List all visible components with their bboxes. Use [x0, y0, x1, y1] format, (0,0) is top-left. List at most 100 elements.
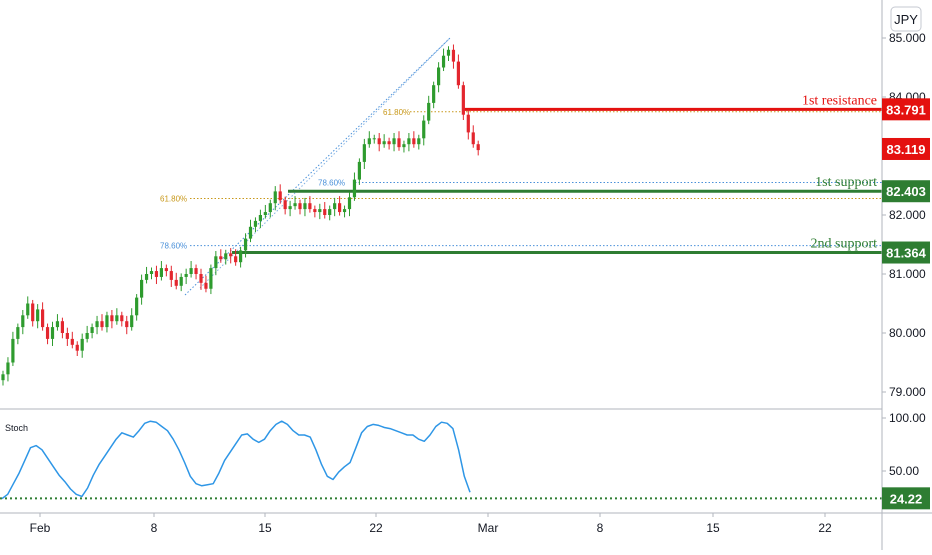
candle-body: [333, 203, 337, 210]
candle-body: [95, 321, 99, 328]
level-value-text: 83.791: [886, 102, 926, 117]
level-value-badge: [882, 241, 930, 264]
candle-body: [432, 85, 436, 103]
x-tick-label: 8: [597, 521, 604, 535]
candle-body: [441, 55, 446, 68]
candle-body: [199, 274, 203, 283]
x-tick-label: Feb: [30, 521, 51, 535]
candle-body: [273, 191, 277, 204]
candle-body: [258, 215, 262, 221]
candlestick-series: [1, 44, 480, 386]
currency-label: JPY: [894, 12, 918, 27]
candle-body: [407, 138, 411, 145]
y-tick-label: 80.000: [889, 326, 926, 340]
candle-body: [115, 315, 119, 322]
level-label: 1st support: [815, 175, 877, 190]
candle-body: [41, 309, 45, 328]
candle-body: [451, 49, 456, 62]
fib-label: 78.60%: [160, 242, 187, 251]
candle-body: [80, 338, 84, 351]
candle-body: [471, 132, 475, 145]
stoch-value-text: 24.22: [890, 491, 923, 506]
y-tick-label: 82.000: [889, 208, 926, 222]
candle-body: [377, 138, 381, 145]
candle-body: [308, 203, 312, 210]
stoch-line: [1, 420, 471, 500]
price-badges: 83.791 82.403 81.364 83.119 24.22: [882, 98, 930, 510]
candle-body: [367, 138, 371, 145]
candle-body: [6, 362, 10, 375]
candle-body: [159, 268, 163, 277]
candle-body: [60, 321, 64, 333]
candle-body: [293, 203, 297, 207]
stoch-tick-label: 50.00: [889, 464, 919, 478]
candle-body: [36, 309, 40, 322]
candle-body: [1, 374, 5, 381]
candle-body: [174, 279, 178, 286]
candle-body: [85, 333, 89, 339]
candle-body: [184, 274, 188, 277]
candle-body: [417, 138, 421, 145]
candle-body: [65, 333, 69, 339]
candle-body: [31, 303, 35, 322]
last-price-badge: [882, 137, 930, 160]
level-value-badge: [882, 98, 930, 121]
candle-body: [352, 179, 357, 198]
candle-body: [328, 209, 332, 215]
candle-body: [135, 297, 139, 316]
candle-body: [437, 67, 441, 86]
candle-body: [422, 120, 426, 139]
candle-body: [16, 327, 20, 339]
currency-badge[interactable]: [890, 6, 922, 32]
candle-body: [298, 203, 302, 210]
x-tick-label: 22: [818, 521, 832, 535]
stoch-title: Stoch: [5, 423, 28, 433]
x-tick-label: 8: [151, 521, 158, 535]
x-tick-label: 22: [369, 521, 383, 535]
candle-body: [347, 197, 352, 210]
candle-body: [194, 268, 198, 274]
candle-body: [204, 282, 208, 289]
candle-body: [313, 209, 317, 213]
candle-body: [278, 191, 282, 201]
candle-body: [248, 226, 253, 239]
candle-body: [318, 209, 322, 213]
x-tick-label: Mar: [478, 521, 499, 535]
candle-body: [263, 212, 267, 215]
candle-body: [397, 138, 401, 148]
candle-body: [303, 203, 307, 210]
candle-body: [402, 144, 406, 148]
candle-body: [338, 203, 342, 213]
candle-body: [362, 144, 366, 162]
candle-body: [55, 321, 60, 328]
candle-body: [105, 315, 109, 328]
candle-body: [234, 256, 238, 263]
candle-body: [21, 315, 25, 328]
candle-body: [253, 220, 258, 227]
candle-body: [461, 85, 465, 115]
candle-body: [149, 271, 154, 274]
support-resistance-levels: 61.80% 78.60% 61.80% 78.60% 1st resistance 1s…: [160, 37, 882, 296]
candle-body: [219, 256, 223, 260]
candle-body: [11, 338, 15, 363]
candle-body: [130, 315, 134, 328]
y-tick-label: 79.000: [889, 385, 926, 399]
stochastic-panel: [0, 420, 882, 500]
fib-trendline: [199, 37, 451, 289]
level-value-text: 81.364: [886, 246, 927, 261]
candle-body: [239, 250, 243, 263]
candle-body: [456, 61, 460, 86]
candle-body: [214, 256, 218, 269]
candle-body: [140, 279, 144, 298]
candle-body: [26, 303, 30, 316]
candle-body: [392, 138, 396, 145]
candle-body: [466, 114, 470, 133]
candle-body: [427, 102, 431, 121]
candle-body: [100, 321, 104, 328]
candle-body: [179, 276, 183, 286]
y-tick-label: 85.000: [889, 31, 926, 45]
